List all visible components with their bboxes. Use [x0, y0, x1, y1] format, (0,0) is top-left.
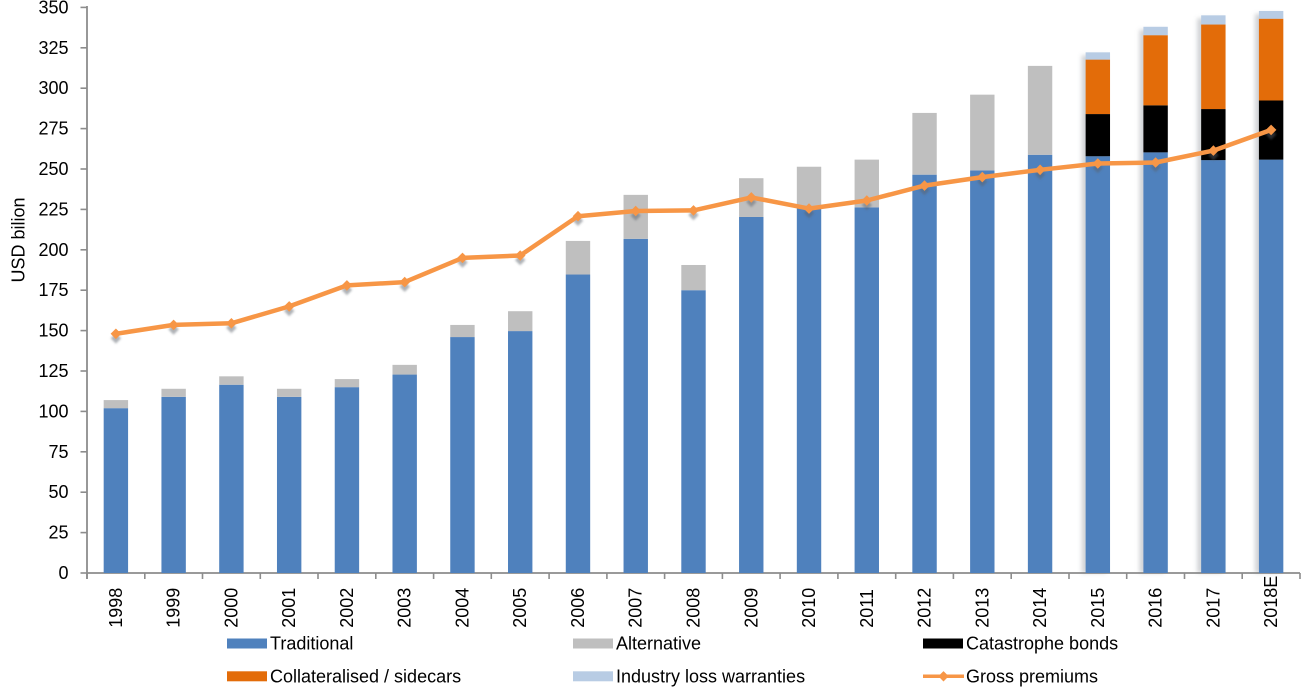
svg-text:50: 50 [48, 482, 68, 502]
svg-text:25: 25 [48, 523, 68, 543]
svg-text:2004: 2004 [453, 588, 473, 628]
svg-text:Traditional: Traditional [270, 634, 353, 654]
svg-text:2009: 2009 [741, 588, 761, 628]
svg-text:2000: 2000 [221, 588, 241, 628]
svg-text:275: 275 [38, 119, 68, 139]
svg-text:2008: 2008 [684, 588, 704, 628]
svg-text:1998: 1998 [106, 588, 126, 628]
svg-text:2015: 2015 [1088, 588, 1108, 628]
svg-text:250: 250 [38, 159, 68, 179]
svg-text:Gross premiums: Gross premiums [966, 666, 1098, 686]
svg-text:2014: 2014 [1030, 588, 1050, 628]
svg-text:Catastrophe bonds: Catastrophe bonds [966, 634, 1118, 654]
svg-text:125: 125 [38, 361, 68, 381]
svg-text:2005: 2005 [510, 588, 530, 628]
svg-text:2017: 2017 [1203, 588, 1223, 628]
svg-text:200: 200 [38, 240, 68, 260]
svg-text:Alternative: Alternative [616, 634, 701, 654]
svg-text:75: 75 [48, 442, 68, 462]
svg-text:100: 100 [38, 401, 68, 421]
svg-text:0: 0 [58, 563, 68, 583]
svg-text:2012: 2012 [915, 588, 935, 628]
svg-text:2001: 2001 [279, 588, 299, 628]
svg-text:2002: 2002 [337, 588, 357, 628]
svg-text:150: 150 [38, 321, 68, 341]
svg-text:1999: 1999 [164, 588, 184, 628]
svg-text:2007: 2007 [626, 588, 646, 628]
svg-text:USD bilion: USD bilion [9, 197, 29, 282]
svg-text:2018E: 2018E [1261, 576, 1281, 628]
svg-text:2006: 2006 [568, 588, 588, 628]
svg-text:225: 225 [38, 199, 68, 219]
svg-text:350: 350 [38, 0, 68, 17]
svg-text:Collateralised / sidecars: Collateralised / sidecars [270, 666, 461, 686]
svg-text:325: 325 [38, 38, 68, 58]
svg-text:2016: 2016 [1146, 588, 1166, 628]
svg-text:2011: 2011 [857, 589, 877, 628]
svg-text:2010: 2010 [799, 588, 819, 628]
svg-text:300: 300 [38, 78, 68, 98]
svg-text:Industry loss warranties: Industry loss warranties [616, 666, 805, 686]
svg-text:2003: 2003 [395, 588, 415, 628]
svg-text:175: 175 [38, 280, 68, 300]
svg-text:2013: 2013 [972, 588, 992, 628]
